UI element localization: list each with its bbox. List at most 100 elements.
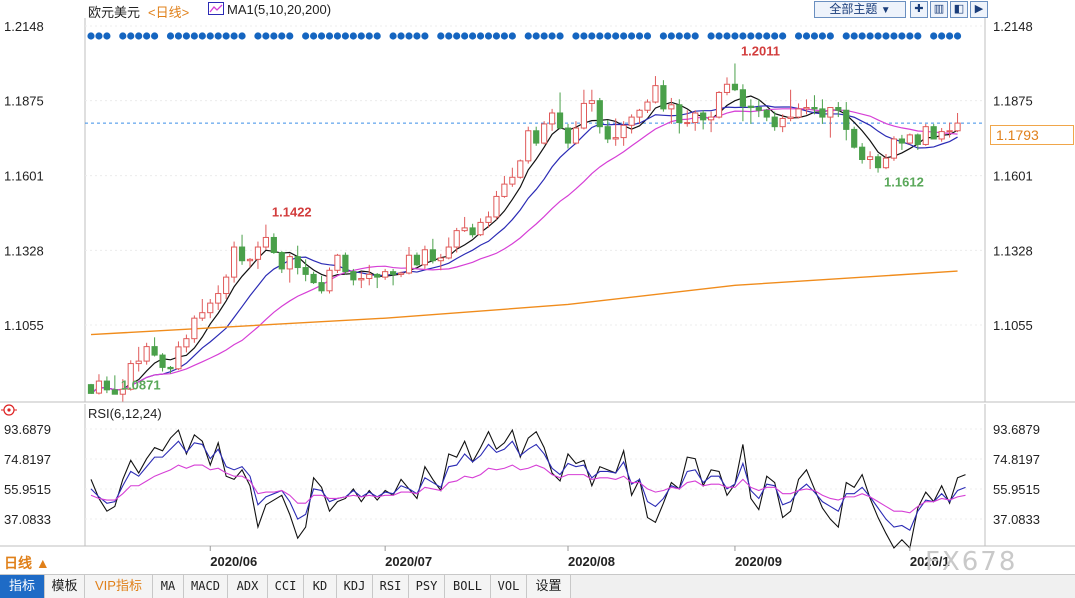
tab-11[interactable]: PSY [409,575,445,598]
tab-12[interactable]: BOLL [445,575,491,598]
candle-body [270,236,277,254]
signal-dot [818,32,827,40]
signal-dot [930,32,938,40]
symbol-title: 欧元美元 [88,5,141,20]
chevron-down-icon: ▼ [880,5,891,16]
signal-dot [389,32,397,40]
tab-10[interactable]: RSI [373,575,409,598]
signal-dot [198,32,206,40]
candle-body [700,112,707,121]
signal-dot [850,32,858,40]
signal-dot [842,32,850,40]
candle-body [803,107,810,110]
signal-dot [437,32,445,40]
signal-dot [858,32,866,40]
signal-dot [659,32,668,40]
rsi6-line [90,428,966,550]
current-price-badge: 1.1793 [990,125,1074,145]
ma-legend-label: MA1(5,10,20,200) [227,2,332,17]
tab-4[interactable]: MA [153,575,184,598]
signal-dot [826,32,834,40]
signal-dot [580,32,588,40]
price-axis: 1.2148 1.2148 1.1875 1.1875 1.1601 1.1601 1.13… [4,19,1033,333]
candle-body [215,293,222,304]
tab-label: KDJ [343,579,366,593]
rsi-tick-left: 74.8197 [4,452,51,467]
candle-body [326,269,333,292]
candle-body [302,267,309,275]
candle-body [469,227,476,236]
signal-dot [206,32,214,40]
tab-13[interactable]: VOL [491,575,527,598]
x-tick-label: 2020/09 [735,554,782,569]
candle-body [827,107,834,118]
candle-body [572,127,580,144]
candle-body [533,130,540,144]
signal-dots-row [87,32,962,40]
candle-body [795,108,802,118]
tab-1[interactable]: 指标 [0,575,45,598]
tab-5[interactable]: MACD [184,575,228,598]
signal-dot [556,32,564,40]
tab-6[interactable]: ADX [228,575,268,598]
signal-dot [635,32,644,40]
candle-body [143,346,150,362]
tab-2[interactable]: 模板 [45,575,85,598]
layout-icon[interactable]: ▥ [930,1,948,18]
candle-body [874,156,882,169]
candle-body [509,176,516,185]
signal-dot [755,32,763,40]
zoom-in-icon[interactable]: ✚ [910,1,928,18]
target-icon[interactable] [1,404,17,416]
tab-9[interactable]: KDJ [337,575,373,598]
signal-dot [397,32,405,40]
candle-body [890,138,898,159]
signal-dot [373,32,381,40]
period-button[interactable]: 日线 ▲ [4,555,50,571]
theme-select-button[interactable]: 全部主题 ▼ [814,1,906,18]
candle-body [246,258,254,262]
signal-dot [691,32,699,40]
candle-body [771,116,778,128]
annotation-label: 1.1612 [884,175,924,190]
split-icon[interactable]: ◧ [950,1,968,18]
ma200-line [90,270,958,336]
candle-body [708,116,715,121]
rsi-axis: 93.6879 93.6879 74.8197 74.8197 55.9515 55.95… [4,422,1040,527]
signal-dot [763,32,771,40]
candle-body [835,107,842,111]
tab-3[interactable]: VIP指标 [85,575,153,598]
candle-body [588,100,595,104]
tab-8[interactable]: KD [304,575,337,598]
candle-body [167,366,174,370]
rsi-grid [85,428,985,520]
candle-body [405,254,413,274]
candle-body [310,273,317,284]
annotation-label: 1.0871 [121,377,161,392]
tab-14[interactable]: 设置 [527,575,571,598]
tab-label: KD [312,579,328,593]
signal-dot [707,32,715,40]
rsi24-line [90,464,966,514]
signal-dot [946,32,954,40]
candle-body [660,85,667,110]
candle-body [294,256,301,269]
candle-body [207,302,214,314]
candle-body [882,157,890,169]
candle-body [397,272,405,275]
candle-body [223,276,230,295]
signal-dot [596,32,604,40]
candle-body [429,249,436,262]
candle-body [286,256,293,270]
signal-dot [357,32,365,40]
signal-dot [476,32,485,40]
signal-dot [898,32,906,40]
forward-icon[interactable]: ▶ [970,1,988,18]
x-tick-label: 2020/07 [385,554,432,569]
signal-dot [341,32,349,40]
time-axis: 2020/06 2020/07 2020/08 2020/09 2020/1 [209,546,950,569]
tab-7[interactable]: CCI [268,575,304,598]
moving-average-lines [90,95,958,394]
signal-dot [317,32,326,40]
ma-legend[interactable]: MA1(5,10,20,200) [208,2,331,17]
